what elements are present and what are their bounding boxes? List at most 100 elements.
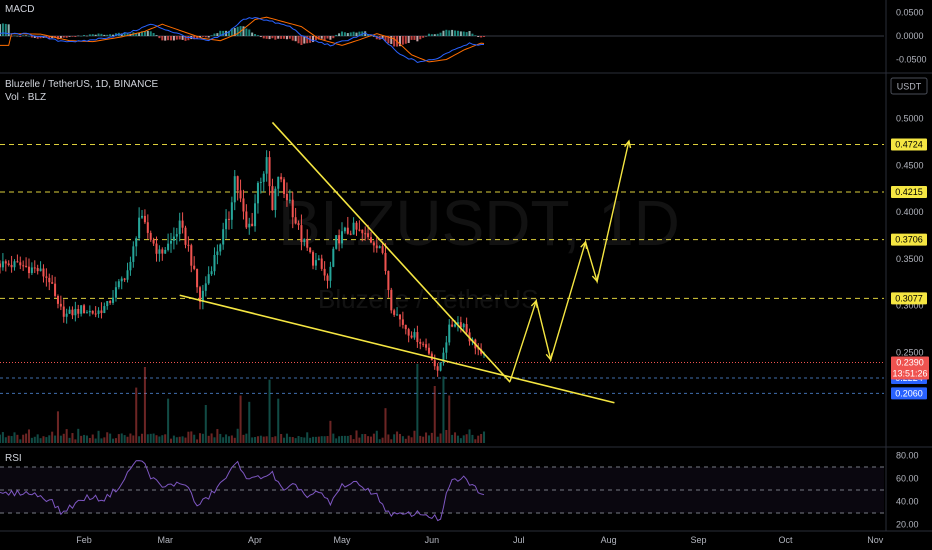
candle-body[interactable]: [419, 342, 422, 344]
candle-body[interactable]: [85, 312, 88, 314]
candle-body[interactable]: [103, 306, 106, 314]
candle-body[interactable]: [280, 176, 283, 180]
candle-body[interactable]: [459, 322, 462, 328]
level-tag-0.4724[interactable]: [891, 138, 927, 151]
candle-body[interactable]: [190, 245, 193, 266]
candle-body[interactable]: [77, 308, 80, 314]
candle-body[interactable]: [152, 239, 155, 244]
candle-body[interactable]: [312, 252, 315, 266]
candle-body[interactable]: [288, 199, 291, 201]
candle-body[interactable]: [30, 267, 33, 274]
candle-body[interactable]: [91, 310, 94, 314]
candle-body[interactable]: [0, 263, 2, 268]
candle-body[interactable]: [106, 301, 109, 307]
candle-body[interactable]: [445, 342, 448, 353]
candle-body[interactable]: [309, 247, 312, 253]
candle-body[interactable]: [88, 310, 91, 313]
candle-body[interactable]: [100, 310, 103, 314]
candle-body[interactable]: [456, 322, 459, 325]
candle-body[interactable]: [407, 329, 410, 336]
candle-body[interactable]: [361, 229, 364, 234]
candle-body[interactable]: [442, 352, 445, 363]
candle-body[interactable]: [161, 249, 164, 254]
candle-body[interactable]: [398, 314, 401, 320]
candle-body[interactable]: [387, 271, 390, 291]
candle-body[interactable]: [384, 252, 387, 272]
candle-body[interactable]: [181, 220, 184, 228]
candle-body[interactable]: [175, 234, 178, 237]
candle-body[interactable]: [42, 268, 45, 277]
candle-body[interactable]: [251, 223, 254, 227]
candle-body[interactable]: [465, 324, 468, 333]
candle-body[interactable]: [335, 235, 338, 249]
candle-body[interactable]: [439, 362, 442, 371]
level-tag-0.3077[interactable]: [891, 292, 927, 305]
candle-body[interactable]: [97, 310, 100, 314]
candle-body[interactable]: [332, 248, 335, 267]
candle-body[interactable]: [233, 176, 236, 203]
candle-body[interactable]: [39, 268, 42, 272]
candle-body[interactable]: [427, 347, 430, 354]
candle-body[interactable]: [306, 238, 309, 248]
candle-body[interactable]: [16, 261, 19, 263]
candle-body[interactable]: [375, 245, 378, 249]
level-tag-0.2060[interactable]: [891, 387, 927, 400]
candle-body[interactable]: [141, 215, 144, 218]
candle-body[interactable]: [404, 324, 407, 330]
candle-body[interactable]: [291, 199, 294, 218]
candle-body[interactable]: [112, 297, 115, 303]
candle-body[interactable]: [277, 176, 280, 189]
candle-body[interactable]: [65, 313, 68, 317]
candle-body[interactable]: [317, 258, 320, 261]
candle-body[interactable]: [146, 222, 149, 233]
candle-body[interactable]: [80, 305, 83, 314]
candle-body[interactable]: [314, 260, 317, 266]
candle-body[interactable]: [262, 173, 265, 182]
candle-body[interactable]: [326, 275, 329, 281]
candle-body[interactable]: [462, 324, 465, 328]
candle-body[interactable]: [236, 176, 239, 191]
candle-body[interactable]: [56, 295, 59, 304]
candle-body[interactable]: [132, 246, 135, 262]
candle-body[interactable]: [320, 258, 323, 269]
candle-body[interactable]: [204, 283, 207, 291]
candle-body[interactable]: [367, 233, 370, 238]
candle-body[interactable]: [83, 305, 86, 314]
candle-body[interactable]: [155, 243, 158, 254]
candle-body[interactable]: [352, 222, 355, 235]
candle-body[interactable]: [74, 308, 77, 316]
candle-body[interactable]: [401, 319, 404, 325]
candle-body[interactable]: [178, 220, 181, 235]
candle-body[interactable]: [425, 344, 428, 348]
candle-body[interactable]: [158, 249, 161, 254]
candle-body[interactable]: [222, 229, 225, 245]
candle-body[interactable]: [143, 215, 146, 223]
candle-body[interactable]: [22, 265, 25, 267]
candle-body[interactable]: [454, 324, 457, 327]
candle-body[interactable]: [167, 243, 170, 250]
candle-body[interactable]: [254, 203, 257, 227]
candle-body[interactable]: [227, 218, 230, 220]
candle-body[interactable]: [230, 202, 233, 220]
candle-body[interactable]: [201, 290, 204, 302]
candle-body[interactable]: [294, 217, 297, 224]
candle-body[interactable]: [62, 306, 65, 317]
candle-body[interactable]: [7, 263, 10, 265]
candle-body[interactable]: [265, 157, 268, 174]
candle-body[interactable]: [120, 278, 123, 282]
candle-body[interactable]: [410, 335, 413, 338]
candle-body[interactable]: [68, 309, 71, 314]
level-tag-0.3706[interactable]: [891, 233, 927, 246]
candle-body[interactable]: [184, 227, 187, 245]
candle-body[interactable]: [451, 324, 454, 327]
candle-body[interactable]: [198, 287, 202, 302]
candle-body[interactable]: [433, 360, 436, 367]
candle-body[interactable]: [196, 268, 199, 288]
candle-body[interactable]: [393, 310, 396, 315]
candle-body[interactable]: [193, 265, 196, 269]
candle-body[interactable]: [396, 314, 399, 316]
candle-body[interactable]: [33, 267, 36, 269]
candle-body[interactable]: [117, 281, 120, 288]
candle-body[interactable]: [358, 229, 361, 231]
